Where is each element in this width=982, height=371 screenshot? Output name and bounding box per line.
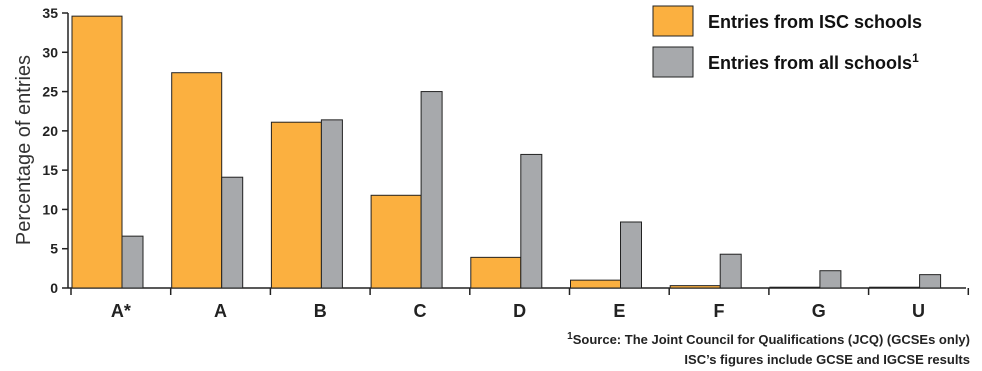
bar-all bbox=[320, 119, 343, 289]
x-tick-label: D bbox=[513, 301, 526, 321]
x-tick-label: E bbox=[613, 301, 625, 321]
bar-all bbox=[919, 274, 942, 289]
bar-isc bbox=[470, 256, 522, 289]
bar-isc bbox=[869, 286, 921, 289]
x-tick-label: G bbox=[812, 301, 826, 321]
y-tick-label: 10 bbox=[42, 201, 58, 217]
legend-swatch-isc bbox=[652, 5, 694, 37]
x-tick-label: A* bbox=[111, 301, 131, 321]
source-superscript: 1 bbox=[567, 331, 573, 342]
x-tick-label: A bbox=[214, 301, 227, 321]
x-tick-label: C bbox=[413, 301, 426, 321]
x-tick-label: B bbox=[314, 301, 327, 321]
bar-isc bbox=[71, 15, 123, 289]
y-tick-label: 35 bbox=[42, 5, 58, 21]
x-tick-label: U bbox=[912, 301, 925, 321]
bar-all bbox=[121, 235, 144, 289]
bars bbox=[71, 15, 942, 289]
legend-label-all-superscript: 1 bbox=[912, 51, 919, 65]
bar-isc bbox=[370, 194, 422, 289]
y-tick-label: 0 bbox=[50, 280, 58, 296]
bar-all bbox=[420, 91, 443, 289]
x-ticks: A* A B C D E F G U bbox=[70, 288, 970, 321]
bar-all bbox=[719, 253, 742, 289]
source-note: 1Source: The Joint Council for Qualifica… bbox=[567, 331, 970, 367]
legend-swatch-all bbox=[652, 46, 694, 78]
y-axis-label: Percentage of entries bbox=[13, 55, 35, 245]
x-tick-label: F bbox=[714, 301, 725, 321]
bar-isc bbox=[570, 279, 621, 289]
y-ticks: 0 5 10 15 20 25 30 35 bbox=[42, 5, 68, 296]
y-tick-label: 15 bbox=[42, 162, 58, 178]
y-tick-label: 30 bbox=[42, 44, 58, 60]
bar-all bbox=[221, 176, 244, 289]
legend-label-all: Entries from all schools1 bbox=[708, 51, 919, 73]
legend-label-isc: Entries from ISC schools bbox=[708, 12, 922, 32]
y-tick-label: 25 bbox=[42, 84, 58, 100]
source-text: Source: The Joint Council for Qualificat… bbox=[573, 332, 970, 347]
bar-all bbox=[620, 221, 642, 289]
figures-note: ISC’s figures include GCSE and IGCSE res… bbox=[684, 352, 970, 367]
bar-isc bbox=[769, 286, 821, 289]
bar-all bbox=[819, 270, 842, 289]
legend-label-all-text: Entries from all schools bbox=[708, 53, 912, 73]
legend: Entries from ISC schools Entries from al… bbox=[652, 5, 922, 78]
bar-all bbox=[520, 153, 543, 289]
bar-isc bbox=[270, 121, 322, 289]
y-tick-label: 5 bbox=[50, 241, 58, 257]
bar-isc bbox=[669, 285, 721, 289]
bar-isc bbox=[171, 72, 223, 289]
y-tick-label: 20 bbox=[42, 123, 58, 139]
source-line: 1Source: The Joint Council for Qualifica… bbox=[567, 331, 970, 347]
